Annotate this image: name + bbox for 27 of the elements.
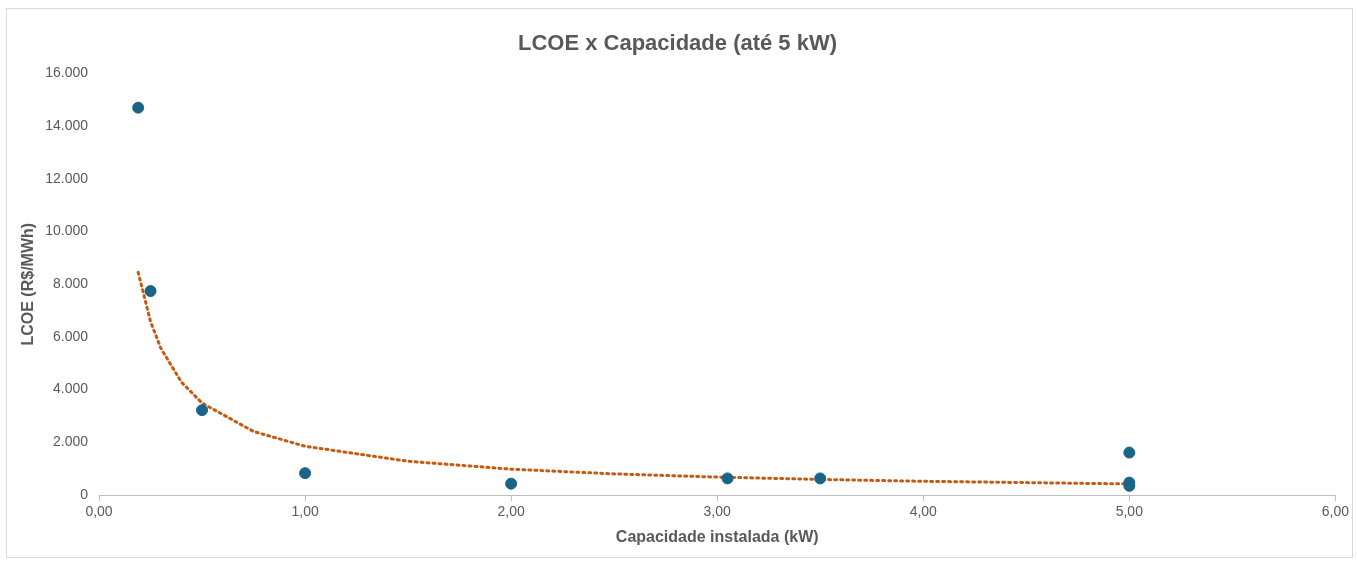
y-tick-label: 0 [80,485,89,502]
x-tick-label: 4,00 [909,503,938,520]
point [505,477,518,490]
point [144,285,157,298]
point [721,472,734,485]
x-tick-label: 5,00 [1115,503,1144,520]
chart-title: LCOE x Capacidade (até 5 kW) [517,30,838,56]
y-tick-label: 16.000 [45,64,89,81]
x-tick-label: 0,00 [85,503,113,520]
point [814,472,827,485]
point [196,404,209,417]
x-axis-title: Capacidade instalada (kW) [615,527,819,545]
y-tick-label: 4.000 [52,380,89,397]
y-axis-title: LCOE (R$/MWh) [19,222,37,346]
x-tick-label: 6,00 [1321,503,1350,520]
y-tick-label: 10.000 [45,222,89,239]
y-tick-label: 2.000 [52,433,89,450]
x-tick-label: 2,00 [497,503,525,520]
point [1123,446,1136,459]
y-tick-label: 8.000 [52,275,89,292]
y-tick-label: 6.000 [52,327,89,344]
point [299,467,312,480]
y-tick-label: 12.000 [45,169,89,186]
point [132,101,145,114]
y-tick-label: 14.000 [45,116,89,133]
x-tick-label: 1,00 [291,503,319,520]
x-tick-label: 3,00 [703,503,732,520]
